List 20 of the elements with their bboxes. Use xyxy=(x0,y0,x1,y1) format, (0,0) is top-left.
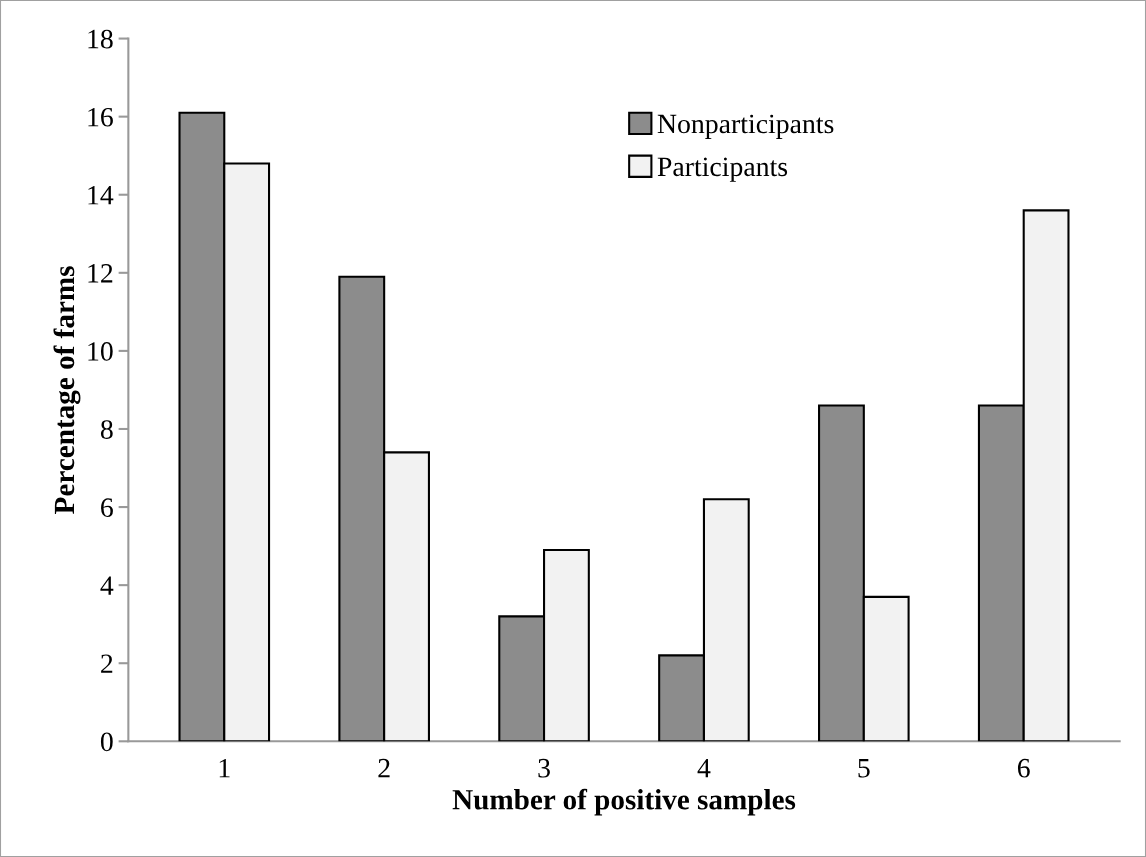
y-tick-label: 4 xyxy=(100,576,114,595)
x-axis-title: Number of positive samples xyxy=(452,788,796,816)
y-tick-label: 12 xyxy=(88,264,113,283)
y-tick-label: 18 xyxy=(88,29,113,49)
x-tick-label: 2 xyxy=(378,758,390,778)
y-tick-label: 16 xyxy=(88,107,113,127)
x-tick-label: 1 xyxy=(219,758,230,778)
legend-label: Nonparticipants xyxy=(657,114,834,139)
legend-label: Participants xyxy=(657,157,788,182)
x-tick-label: 5 xyxy=(858,759,870,778)
y-tick-label: 2 xyxy=(101,654,113,673)
x-tick-label: 6 xyxy=(1017,758,1030,778)
y-tick-label: 14 xyxy=(88,186,114,205)
y-tick-label: 0 xyxy=(100,732,113,752)
x-tick-label: 4 xyxy=(697,758,711,778)
y-tick-label: 10 xyxy=(88,342,113,361)
x-tick-label: 3 xyxy=(538,758,550,778)
y-axis-title: Percentage of farms xyxy=(53,266,81,514)
y-tick-label: 6 xyxy=(101,498,113,517)
y-tick-label: 8 xyxy=(100,420,113,439)
